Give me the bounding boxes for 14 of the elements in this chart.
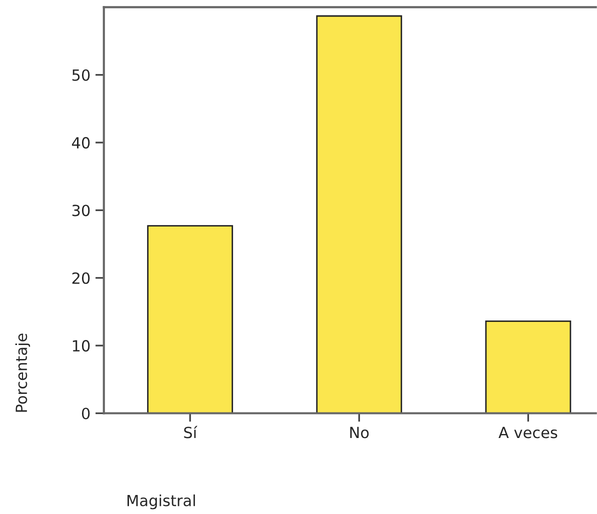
x-tick-label: No: [350, 426, 369, 438]
x-axis-title: Magistral: [128, 494, 195, 510]
y-tick-label: 20: [72, 272, 90, 284]
bar: [147, 225, 234, 414]
bar: [316, 15, 402, 414]
y-axis-title: Porcentaje: [15, 334, 30, 412]
x-tick-label: A veces: [498, 426, 558, 438]
bar: [485, 320, 572, 414]
y-tick-label: 50: [72, 69, 90, 81]
y-tick-label: 0: [82, 408, 90, 420]
y-tick-label: 30: [72, 204, 90, 216]
x-tick-label: Sí: [184, 426, 198, 438]
y-tick-label: 10: [72, 340, 90, 352]
y-tick-label: 40: [72, 137, 90, 149]
